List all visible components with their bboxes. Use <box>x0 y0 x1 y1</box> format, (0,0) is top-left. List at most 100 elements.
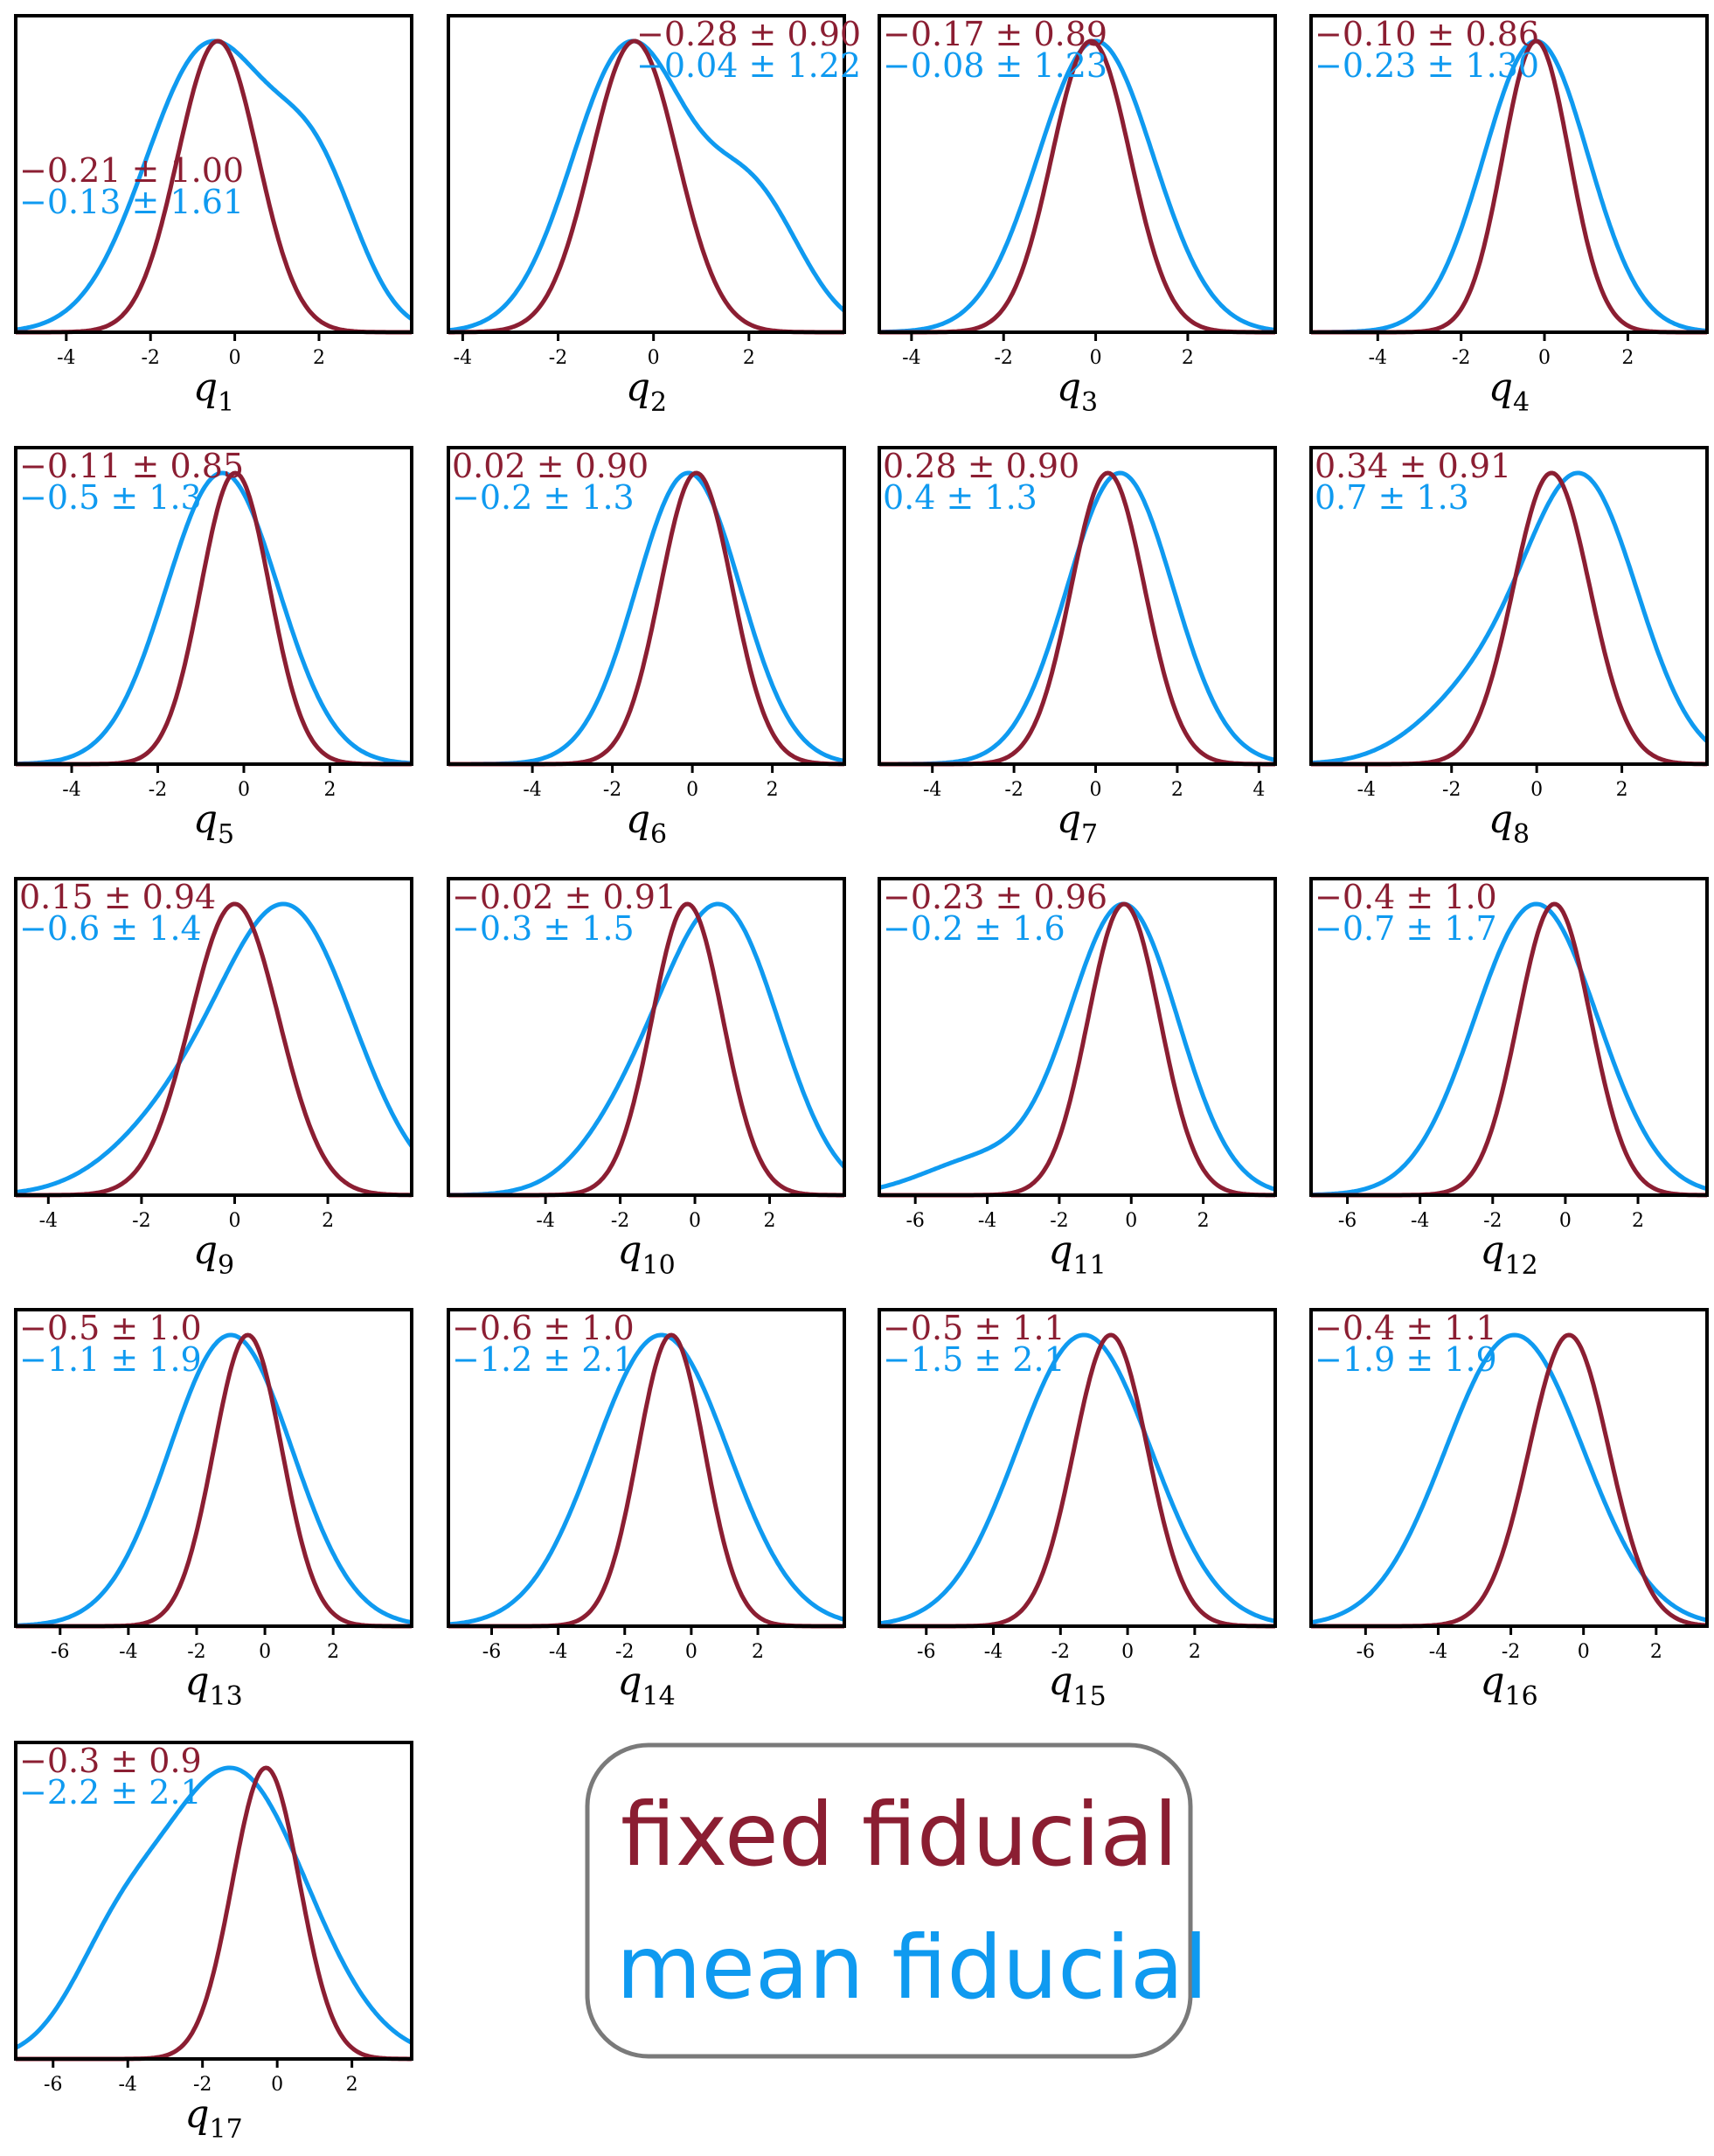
x-tick-label: 0 <box>1090 347 1102 369</box>
annotation-fixed: −0.4 ± 1.1 <box>1315 1309 1497 1347</box>
x-tick-label: 2 <box>1621 347 1634 369</box>
x-tick-label: -4 <box>1429 1641 1447 1663</box>
annotation-fixed: 0.15 ± 0.94 <box>19 878 216 916</box>
x-tick-label: -6 <box>917 1641 935 1663</box>
panel-q14: -6 -4 -2 0 2 q14 −0.6 ± 1.0−1.2 ± 2.1 <box>447 1308 846 1712</box>
x-tick-label: 2 <box>1189 1641 1201 1663</box>
x-tick-label: -4 <box>536 1210 554 1232</box>
panel-q4: -4 -2 0 2 q4 −0.10 ± 0.86−0.23 ± 1.30 <box>1309 14 1709 418</box>
annotation-mean: −0.7 ± 1.7 <box>1315 909 1497 948</box>
x-axis-label-subscript: 1 <box>218 387 234 418</box>
x-axis-label-subscript: 17 <box>209 2114 242 2145</box>
annotation-mean: −0.6 ± 1.4 <box>19 909 202 948</box>
x-tick-label: -2 <box>615 1641 634 1663</box>
x-tick-label: -2 <box>549 347 567 369</box>
annotation-fixed: 0.28 ± 0.90 <box>883 447 1079 485</box>
plot-frame <box>1309 14 1709 334</box>
x-tick-label: -2 <box>193 2074 212 2096</box>
x-axis-label: q7 <box>1057 797 1098 850</box>
plot-frame <box>14 14 413 334</box>
legend: fixed fiducial mean fiducial <box>585 1742 1208 2059</box>
annotation-mean: −1.9 ± 1.9 <box>1315 1340 1497 1379</box>
panels: -4 -2 0 2q1−0.21 ± 1.00−0.13 ± 1.61-4 -2 0 2q2… <box>14 14 1709 2145</box>
annotation-fixed: −0.4 ± 1.0 <box>1315 878 1497 916</box>
x-tick-label: -2 <box>187 1641 205 1663</box>
x-tick-label: -6 <box>51 1641 69 1663</box>
x-tick-label: 2 <box>346 2074 358 2096</box>
x-axis-label-subscript: 13 <box>209 1681 242 1712</box>
x-tick-label: -2 <box>141 347 159 369</box>
annotation-fixed: −0.6 ± 1.0 <box>452 1309 635 1347</box>
x-tick-label: -4 <box>978 1210 996 1232</box>
x-axis-label-subscript: 9 <box>218 1250 234 1281</box>
annotation-fixed: −0.5 ± 1.0 <box>19 1309 202 1347</box>
x-tick-label: -2 <box>1502 1641 1520 1663</box>
x-axis-label-subscript: 14 <box>642 1681 675 1712</box>
x-tick-label: -4 <box>902 347 920 369</box>
x-axis-label: q9 <box>193 1228 234 1281</box>
x-tick-label: -4 <box>1411 1210 1429 1232</box>
plot-frame <box>447 446 846 766</box>
plot-frame <box>447 877 846 1197</box>
plot-frame <box>878 446 1277 766</box>
x-tick-label: -6 <box>1338 1210 1357 1232</box>
x-tick-label: 2 <box>1182 347 1194 369</box>
series-mean-fiducial <box>16 470 413 767</box>
plot-frame <box>1309 877 1709 1197</box>
panel-q3: -4 -2 0 2 q3 −0.17 ± 0.89−0.08 ± 1.23 <box>878 14 1277 418</box>
x-axis-label: q12 <box>1480 1228 1537 1281</box>
x-tick-label: -4 <box>119 1641 137 1663</box>
x-tick-label: 0 <box>1538 347 1551 369</box>
x-tick-label: 0 <box>1090 779 1102 801</box>
x-axis-label: q15 <box>1048 1659 1106 1712</box>
x-tick-label: 2 <box>323 779 336 801</box>
series-mean-fiducial <box>878 901 1276 1192</box>
annotation-mean: −1.5 ± 2.1 <box>883 1340 1065 1379</box>
annotation-fixed: −0.28 ± 0.90 <box>636 15 861 53</box>
x-axis-label-subscript: 8 <box>1513 819 1530 850</box>
x-tick-label: 0 <box>1559 1210 1572 1232</box>
panel-q10: -4 -2 0 2 q10 −0.02 ± 0.91−0.3 ± 1.5 <box>447 877 846 1281</box>
series-mean-fiducial <box>15 901 414 1194</box>
x-axis-label-subscript: 6 <box>650 819 667 850</box>
x-axis-label: q14 <box>617 1659 675 1712</box>
x-tick-label: -4 <box>62 779 80 801</box>
x-tick-label: -2 <box>1050 1210 1068 1232</box>
x-tick-label: 0 <box>228 1210 240 1232</box>
x-tick-label: 0 <box>271 2074 283 2096</box>
x-axis-label-subscript: 3 <box>1081 387 1098 418</box>
legend-entry-fixed: fixed fiducial <box>621 1784 1178 1886</box>
annotation-mean: −0.08 ± 1.23 <box>883 46 1107 85</box>
x-axis-label-subscript: 15 <box>1072 1681 1106 1712</box>
x-axis-label: q16 <box>1480 1659 1537 1712</box>
plot-frame <box>878 1308 1277 1628</box>
series-mean-fiducial <box>448 1332 845 1627</box>
annotation-fixed: −0.5 ± 1.1 <box>883 1309 1065 1347</box>
x-tick-label: 2 <box>327 1641 339 1663</box>
x-axis-label: q4 <box>1488 365 1530 418</box>
panel-q11: -6 -4 -2 0 2 q11 −0.23 ± 0.96−0.2 ± 1.6 <box>878 877 1277 1281</box>
annotation-mean: −0.2 ± 1.6 <box>883 909 1065 948</box>
x-tick-label: -2 <box>149 779 167 801</box>
plot-frame <box>14 1308 413 1628</box>
x-tick-label: 0 <box>1121 1641 1134 1663</box>
x-tick-label: -6 <box>44 2074 62 2096</box>
panel-q6: -4 -2 0 2 q6 0.02 ± 0.90−0.2 ± 1.3 <box>447 446 846 850</box>
annotation-mean: 0.7 ± 1.3 <box>1315 478 1469 517</box>
x-axis-label-subscript: 5 <box>218 819 234 850</box>
plot-frame <box>878 877 1277 1197</box>
x-tick-label: 0 <box>229 347 241 369</box>
series-mean-fiducial <box>448 901 846 1198</box>
panel-q2: -4 -2 0 2q2−0.28 ± 0.90−0.04 ± 1.22 <box>447 14 861 418</box>
x-tick-label: -2 <box>132 1210 150 1232</box>
x-tick-label: 2 <box>1197 1210 1210 1232</box>
x-axis-label: q17 <box>184 2092 242 2145</box>
x-tick-label: 0 <box>685 1641 697 1663</box>
x-axis-label: q5 <box>193 797 234 850</box>
x-tick-label: 2 <box>1650 1641 1662 1663</box>
annotation-mean: 0.4 ± 1.3 <box>883 478 1037 517</box>
x-tick-label: 0 <box>689 1210 701 1232</box>
plot-frame <box>878 14 1277 334</box>
x-tick-label: -4 <box>549 1641 567 1663</box>
annotation-fixed: −0.3 ± 0.9 <box>19 1742 202 1780</box>
